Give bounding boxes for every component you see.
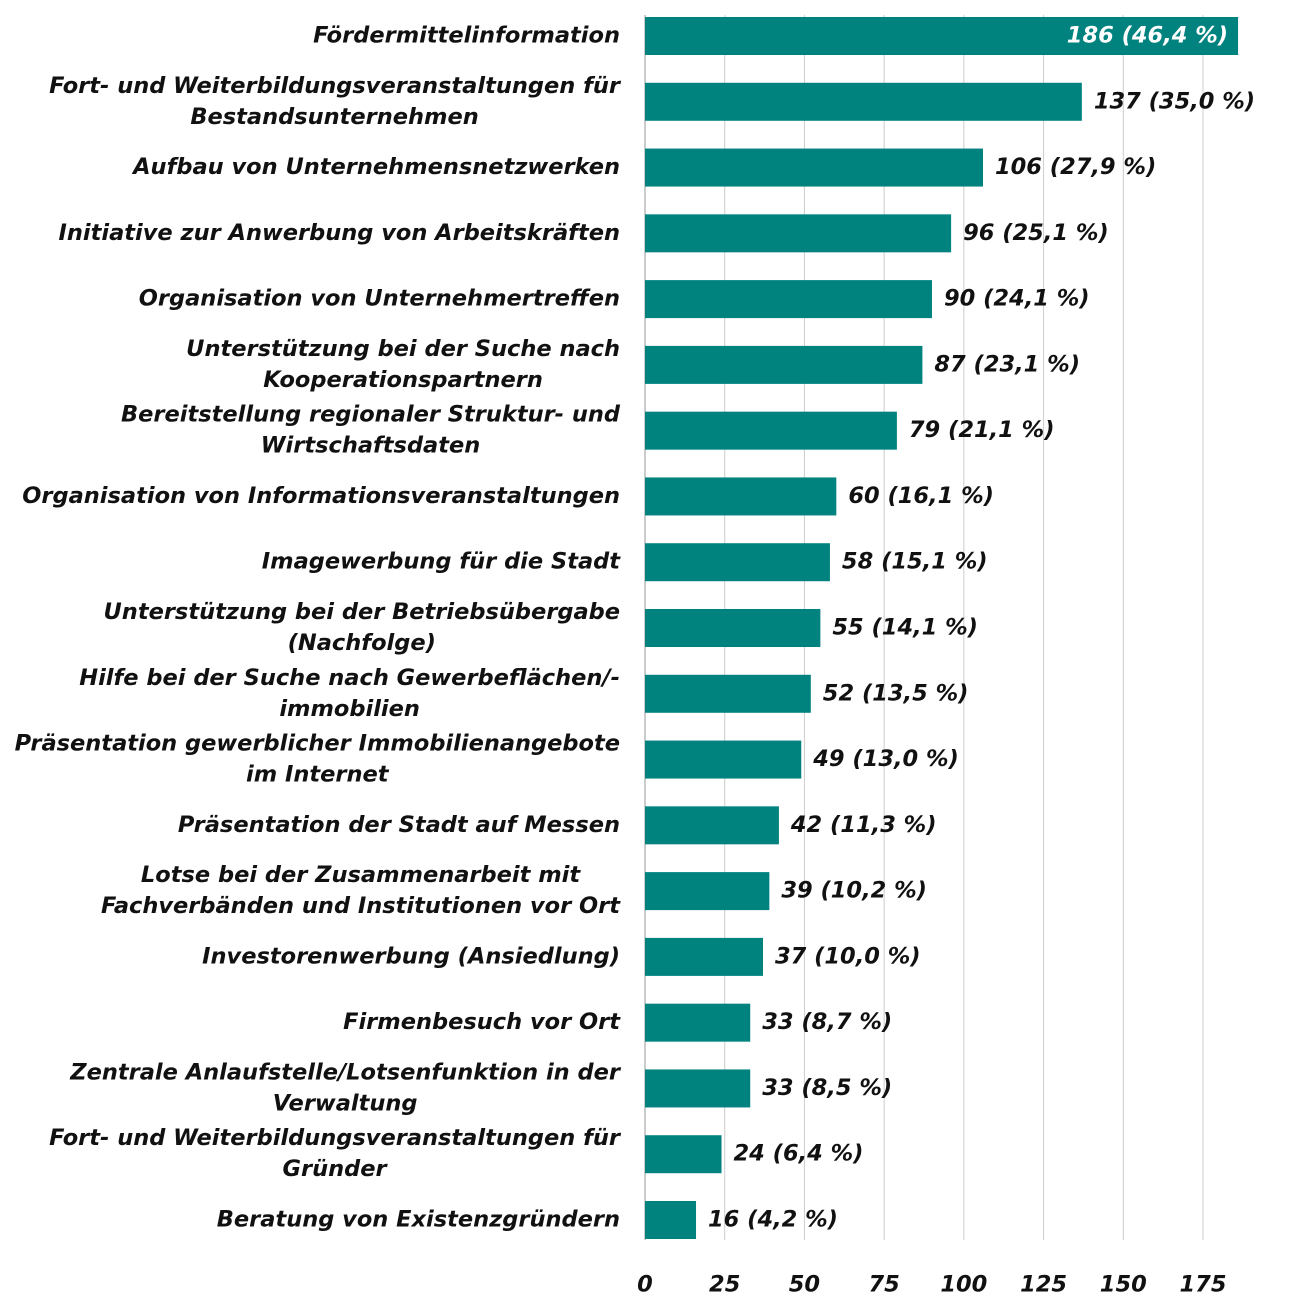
bar — [645, 411, 897, 450]
category-label: Bereitstellung regionaler Struktur- und — [121, 402, 621, 428]
value-label: 33 (8,7 %) — [762, 1009, 892, 1035]
category-label: Kooperationspartnern — [263, 367, 543, 393]
value-label: 106 (27,9 %) — [995, 154, 1156, 180]
category-label: Investorenwerbung (Ansiedlung) — [202, 943, 620, 969]
bar — [645, 280, 932, 319]
bar — [645, 806, 779, 845]
value-label: 60 (16,1 %) — [848, 483, 994, 509]
category-label: Hilfe bei der Suche nach Gewerbeflächen/… — [79, 665, 620, 691]
category-label: Fördermittelinformation — [313, 23, 620, 49]
value-label: 16 (4,2 %) — [708, 1207, 838, 1233]
category-label: Lotse bei der Zusammenarbeit mit — [141, 862, 581, 888]
x-tick-label: 0 — [637, 1272, 653, 1298]
category-label: Präsentation gewerblicher Immobilienange… — [15, 731, 620, 757]
category-label: Organisation von Unternehmertreffen — [139, 286, 620, 312]
value-label: 33 (8,5 %) — [762, 1075, 892, 1101]
value-label: 42 (11,3 %) — [790, 812, 937, 838]
category-label: Präsentation der Stadt auf Messen — [178, 812, 620, 838]
bar — [645, 82, 1082, 121]
category-label: (Nachfolge) — [288, 630, 436, 656]
x-tick-label: 125 — [1020, 1272, 1067, 1298]
bar — [645, 214, 952, 253]
value-label: 37 (10,0 %) — [775, 943, 921, 969]
category-label: immobilien — [279, 696, 420, 722]
category-label: Organisation von Informationsveranstaltu… — [22, 483, 620, 509]
bar — [645, 674, 811, 713]
x-tick-label: 75 — [868, 1272, 899, 1298]
bar — [645, 17, 1239, 55]
category-label: Wirtschaftsdaten — [261, 433, 481, 459]
bar — [645, 1135, 722, 1174]
bar — [645, 345, 923, 384]
x-tick-label: 175 — [1180, 1272, 1227, 1298]
value-label: 90 (24,1 %) — [944, 286, 1090, 312]
category-label: Aufbau von Unternehmensnetzwerken — [131, 154, 620, 180]
value-label: 137 (35,0 %) — [1094, 88, 1255, 114]
value-label: 58 (15,1 %) — [842, 549, 988, 575]
bar — [645, 609, 821, 647]
bar — [645, 543, 830, 582]
category-label: Fachverbänden und Institutionen vor Ort — [101, 893, 621, 919]
value-label: 24 (6,4 %) — [734, 1141, 864, 1167]
value-label: 87 (23,1 %) — [934, 351, 1080, 377]
x-tick-label: 150 — [1100, 1272, 1147, 1298]
category-label: im Internet — [246, 762, 390, 788]
category-label: Gründer — [283, 1156, 389, 1182]
category-label: Initiative zur Anwerbung von Arbeitskräf… — [59, 220, 620, 246]
bar — [645, 477, 837, 516]
category-label: Firmenbesuch vor Ort — [343, 1009, 621, 1035]
bar — [645, 740, 802, 779]
x-tick-label: 50 — [789, 1272, 820, 1298]
value-label: 79 (21,1 %) — [909, 417, 1055, 443]
value-label: 186 (46,4 %) — [1067, 23, 1228, 49]
x-tick-label: 25 — [709, 1272, 740, 1298]
category-label: Fort- und Weiterbildungsveranstaltungen … — [49, 73, 622, 99]
category-label: Beratung von Existenzgründern — [217, 1207, 620, 1233]
bar — [645, 148, 983, 187]
category-label: Bestandsunternehmen — [190, 104, 478, 130]
bar — [645, 872, 770, 911]
category-label: Imagewerbung für die Stadt — [262, 549, 621, 575]
category-label: Fort- und Weiterbildungsveranstaltungen … — [49, 1125, 622, 1151]
category-label: Unterstützung bei der Suche nach — [186, 336, 620, 362]
bar — [645, 1201, 697, 1239]
bar — [645, 1003, 751, 1042]
category-label: Zentrale Anlaufstelle/Lotsenfunktion in … — [69, 1059, 622, 1085]
value-label: 52 (13,5 %) — [823, 680, 969, 706]
value-label: 49 (13,0 %) — [812, 746, 959, 772]
value-label: 39 (10,2 %) — [781, 878, 927, 904]
value-label: 96 (25,1 %) — [963, 220, 1109, 246]
category-label: Verwaltung — [273, 1090, 418, 1116]
bar — [645, 937, 763, 976]
category-label: Unterstützung bei der Betriebsübergabe — [104, 599, 620, 625]
value-label: 55 (14,1 %) — [832, 615, 978, 641]
bar — [645, 1069, 751, 1108]
x-tick-label: 100 — [940, 1272, 987, 1298]
